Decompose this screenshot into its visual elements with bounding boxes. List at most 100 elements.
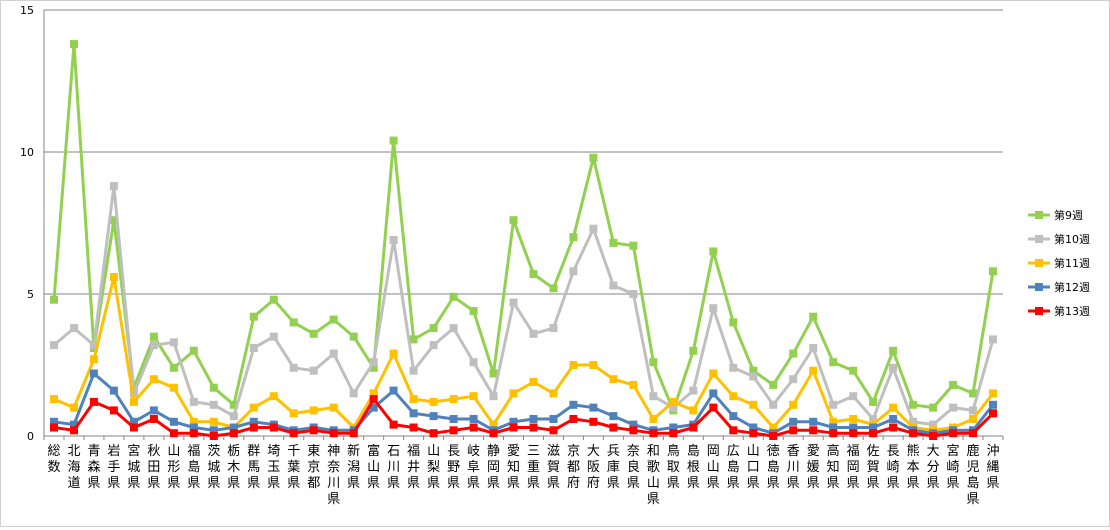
data-point xyxy=(729,363,738,372)
data-point xyxy=(409,395,418,404)
data-point xyxy=(329,429,338,438)
data-point xyxy=(149,341,158,350)
legend-label: 第12週 xyxy=(1054,280,1090,294)
data-point xyxy=(169,417,178,426)
data-point xyxy=(529,415,538,423)
data-point xyxy=(809,417,818,426)
data-point xyxy=(869,423,878,432)
data-point xyxy=(789,400,798,409)
data-point xyxy=(70,40,78,49)
data-point xyxy=(789,375,798,384)
legend-marker xyxy=(1035,259,1043,267)
x-tick-label: 山口県 xyxy=(747,444,760,491)
x-tick-label: 秋田県 xyxy=(147,444,160,491)
data-point xyxy=(509,389,518,398)
x-tick-label: 岡山県 xyxy=(707,444,720,491)
data-point xyxy=(929,432,938,440)
data-point xyxy=(789,426,798,435)
legend-label: 第11週 xyxy=(1054,256,1090,270)
x-tick-label: 長野県 xyxy=(447,444,460,491)
data-point xyxy=(129,397,138,406)
data-point xyxy=(569,233,578,242)
data-point xyxy=(869,429,878,438)
legend-item: 第13週 xyxy=(1028,304,1090,318)
x-tick-label: 東京都 xyxy=(307,443,320,491)
data-point xyxy=(789,417,798,426)
data-point xyxy=(489,420,498,429)
data-point xyxy=(209,417,218,426)
data-point xyxy=(189,346,198,355)
data-point xyxy=(269,295,278,304)
data-point xyxy=(449,426,458,435)
data-point xyxy=(529,329,538,338)
x-tick-label: 長崎県 xyxy=(887,444,900,491)
data-point xyxy=(849,429,858,438)
data-point xyxy=(349,429,358,438)
data-point xyxy=(689,423,698,432)
axes: 0 5 10 15 総数北海道青森県岩手県宮城県秋田県山形県福島県茨城県栃木県群馬県埼玉… xyxy=(20,4,1004,507)
data-point xyxy=(629,420,638,429)
x-tick-label: 岐阜県 xyxy=(467,444,480,491)
legend-label: 第10週 xyxy=(1054,232,1090,246)
x-tick-label: 三重県 xyxy=(527,444,540,491)
data-point xyxy=(969,415,977,423)
data-point xyxy=(349,332,358,341)
data-point xyxy=(70,426,78,435)
data-point xyxy=(729,426,738,435)
data-point xyxy=(149,332,158,341)
data-point xyxy=(509,423,518,432)
data-point xyxy=(309,329,318,338)
data-point xyxy=(829,358,838,367)
data-point xyxy=(209,426,218,435)
legend-item: 第9週 xyxy=(1028,208,1083,222)
series-line xyxy=(52,42,995,412)
data-point xyxy=(889,423,898,432)
data-point xyxy=(989,267,997,276)
data-point xyxy=(669,403,678,412)
data-point xyxy=(249,423,258,432)
data-point xyxy=(689,406,698,415)
data-point xyxy=(549,426,558,435)
data-point xyxy=(849,415,858,423)
series-3 xyxy=(50,273,997,435)
data-point xyxy=(489,369,498,378)
data-point xyxy=(469,415,478,423)
data-point xyxy=(809,426,818,435)
legend-item: 第10週 xyxy=(1028,232,1090,246)
x-tick-label: 北海道 xyxy=(67,444,80,491)
data-point xyxy=(989,335,997,344)
data-point xyxy=(449,292,458,301)
data-point xyxy=(429,397,438,406)
data-point xyxy=(109,182,118,191)
x-tick-label: 兵庫県 xyxy=(607,444,620,491)
data-point xyxy=(749,400,758,409)
data-point xyxy=(349,389,358,398)
data-point xyxy=(589,417,598,426)
data-point xyxy=(649,358,658,367)
data-point xyxy=(469,358,478,367)
x-tick-label: 千葉県 xyxy=(287,444,300,491)
series-1 xyxy=(50,40,997,415)
data-point xyxy=(189,429,198,438)
data-point xyxy=(569,361,578,369)
data-point xyxy=(329,403,338,412)
x-tick-label: 広島県 xyxy=(727,444,740,491)
data-point xyxy=(389,236,398,244)
data-point xyxy=(50,423,58,432)
data-point xyxy=(309,426,318,435)
data-point xyxy=(169,338,178,347)
data-point xyxy=(749,429,758,438)
data-point xyxy=(729,392,738,401)
data-point xyxy=(769,423,778,432)
data-point xyxy=(589,361,598,369)
data-point xyxy=(389,349,398,358)
data-point xyxy=(249,312,258,321)
data-point xyxy=(429,324,438,333)
data-point xyxy=(289,429,298,438)
data-point xyxy=(269,332,278,341)
data-point xyxy=(329,315,338,324)
x-tick-label: 富山県 xyxy=(367,443,380,491)
data-point xyxy=(569,267,578,276)
data-point xyxy=(369,403,378,412)
